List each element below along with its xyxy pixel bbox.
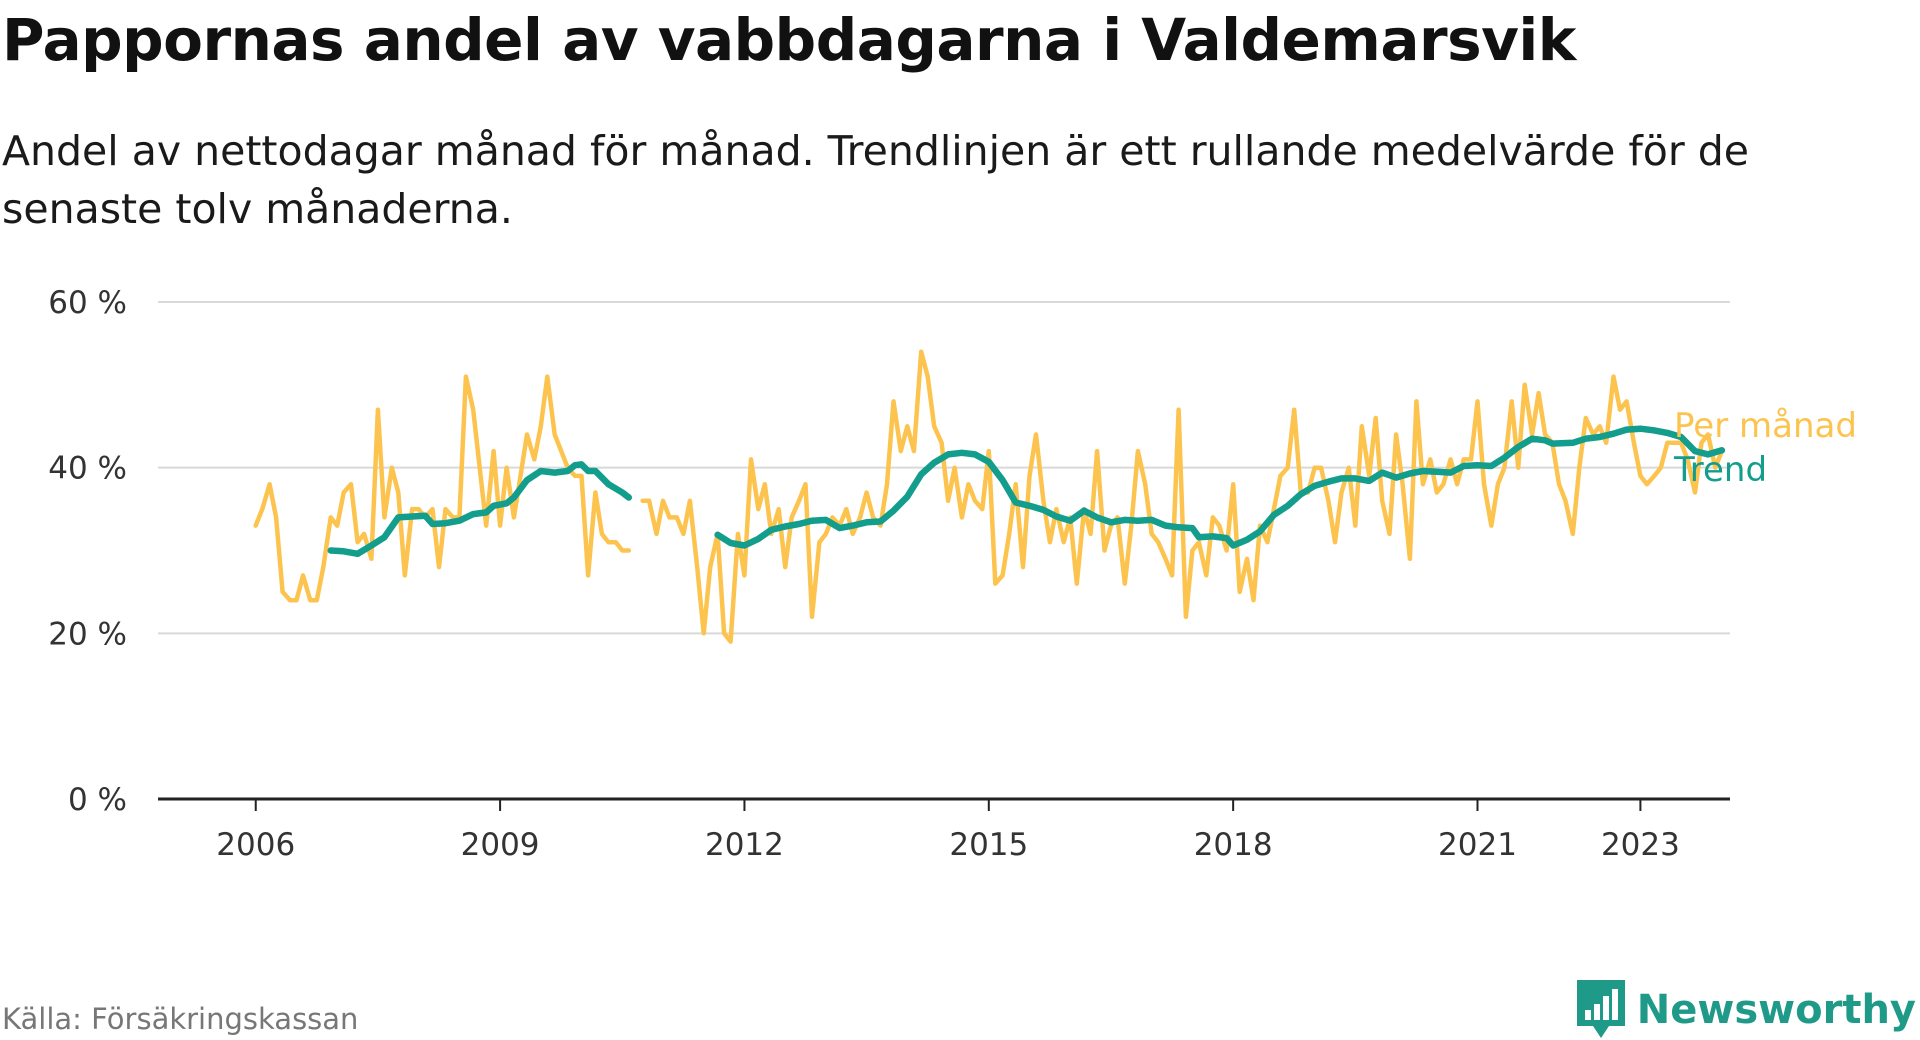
x-tick-label: 2023 xyxy=(1601,827,1680,863)
chart-title: Pappornas andel av vabbdagarna i Valdema… xyxy=(2,6,1576,74)
x-tick-label: 2021 xyxy=(1438,827,1517,863)
y-tick-label: 20 % xyxy=(48,616,127,652)
gridlines xyxy=(158,301,1730,801)
monthly-series-line xyxy=(640,349,1725,644)
y-tick-label: 40 % xyxy=(48,451,127,487)
x-axis-tick-labels: 2006 2009 2012 2015 2018 2021 2023 xyxy=(216,799,1680,863)
label-trend: Trend xyxy=(1673,450,1767,490)
label-monthly: Per månad xyxy=(1674,406,1857,446)
y-tick-label: 60 % xyxy=(48,285,127,321)
y-tick-label: 0 % xyxy=(68,782,127,818)
x-tick-label: 2018 xyxy=(1194,827,1273,863)
line-end-labels: Per månad Trend xyxy=(1673,406,1857,490)
series-lines xyxy=(253,349,1726,644)
x-tick-label: 2009 xyxy=(461,827,540,863)
trend-series-line xyxy=(714,425,1726,549)
trend-series-line xyxy=(327,461,633,558)
y-axis-tick-labels: 0 % 20 % 40 % 60 % xyxy=(48,285,127,818)
monthly-series-line xyxy=(253,374,632,603)
chart-subtitle: Andel av nettodagar månad för månad. Tre… xyxy=(2,127,1749,233)
bar-chart-icon xyxy=(1576,980,1625,1038)
x-tick-label: 2015 xyxy=(949,827,1028,863)
source-note: Källa: Försäkringskassan xyxy=(2,1002,359,1036)
brand-name: Newsworthy xyxy=(1636,987,1916,1033)
x-tick-label: 2012 xyxy=(705,827,784,863)
x-tick-label: 2006 xyxy=(216,827,295,863)
brand-logo: Newsworthy xyxy=(1576,980,1916,1040)
